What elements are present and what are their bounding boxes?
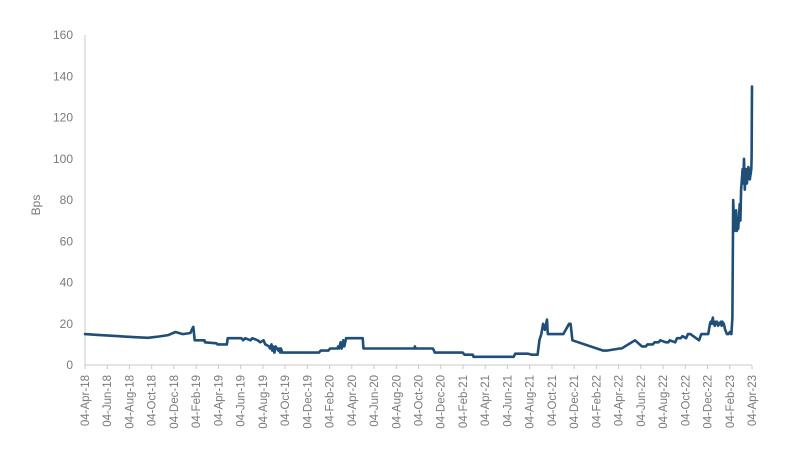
x-tick-label: 04-Apr-23	[747, 375, 759, 426]
x-tick-label: 04-Dec-19	[302, 375, 314, 429]
plot-area	[83, 85, 754, 359]
x-tick-label: 04-Jun-22	[636, 375, 648, 427]
y-tick-label: 160	[53, 28, 73, 42]
x-tick-label: 04-Dec-22	[703, 375, 715, 429]
y-tick-label: 80	[60, 193, 74, 207]
y-axis-title: Bps	[29, 195, 43, 216]
y-tick-label: 40	[60, 276, 74, 290]
x-tick-label: 04-Apr-18	[80, 375, 92, 426]
y-tick-label: 140	[53, 69, 73, 83]
y-tick-label: 100	[53, 152, 73, 166]
x-tick-label: 04-Oct-19	[280, 375, 292, 426]
x-tick-label: 04-Jun-19	[236, 375, 248, 427]
x-tick-label: 04-Aug-22	[658, 375, 670, 429]
x-tick-label: 04-Feb-21	[458, 375, 470, 428]
x-tick-label: 04-Oct-21	[547, 375, 559, 426]
y-axis: 0 20 40 60 80 100 120 140 160	[53, 28, 86, 372]
y-tick-label: 0	[66, 358, 73, 372]
x-tick-label: 04-Dec-21	[569, 375, 581, 429]
x-tick-label: 04-Feb-23	[725, 375, 737, 428]
series-line	[83, 85, 754, 359]
x-tick-label: 04-Aug-18	[124, 375, 136, 429]
x-tick-label: 04-Jun-21	[502, 375, 514, 427]
x-tick-label: 04-Apr-19	[213, 375, 225, 426]
x-tick-label: 04-Aug-20	[391, 375, 403, 429]
x-tick-label: 04-Feb-20	[325, 375, 337, 428]
x-tick-label: 04-Jun-18	[102, 375, 114, 427]
y-tick-label: 20	[60, 317, 74, 331]
x-tick-label: 04-Aug-19	[258, 375, 270, 429]
x-tick-label: 04-Feb-19	[191, 375, 203, 428]
x-tick-label: 04-Oct-18	[147, 375, 159, 426]
x-tick-label: 04-Apr-22	[614, 375, 626, 426]
x-tick-label: 04-Apr-20	[347, 375, 359, 426]
y-tick-label: 60	[60, 234, 74, 248]
x-tick-label: 04-Apr-21	[480, 375, 492, 426]
x-tick-label: 04-Aug-21	[525, 375, 537, 429]
x-tick-label: 04-Oct-22	[680, 375, 692, 426]
x-tick-label: 04-Dec-20	[436, 375, 448, 429]
x-tick-label: 04-Jun-20	[369, 375, 381, 427]
x-tick-label: 04-Oct-20	[414, 375, 426, 426]
x-tick-label: 04-Dec-18	[169, 375, 181, 429]
y-tick-label: 120	[53, 111, 73, 125]
x-tick-label: 04-Feb-22	[591, 375, 603, 428]
x-axis: 04-Apr-18 04-Jun-18 04-Aug-18 04-Oct-18 04-D…	[80, 364, 759, 429]
